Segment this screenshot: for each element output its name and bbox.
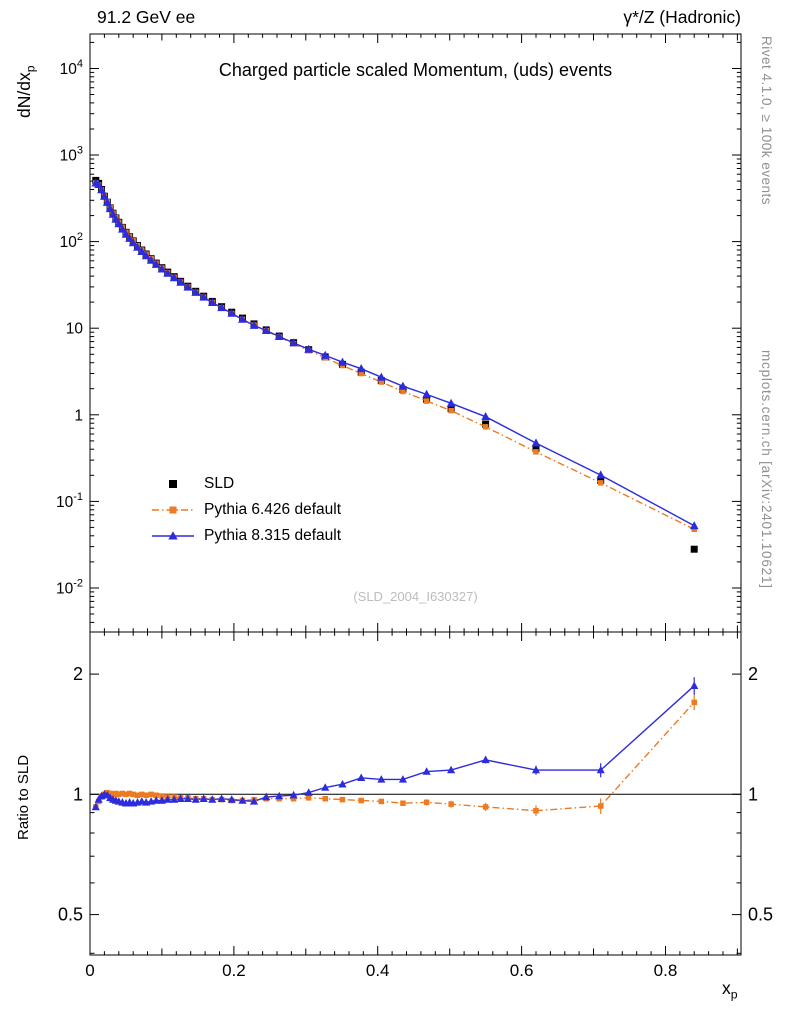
ratio-axis-label-text: Ratio to SLD — [15, 754, 32, 840]
beam-energy-label: 91.2 GeV ee — [97, 7, 196, 27]
svg-text:104: 104 — [60, 58, 83, 78]
y-axis-label: dN/dxp — [14, 65, 38, 118]
legend-label-pythia6: Pythia 6.426 default — [204, 501, 342, 518]
x-axis-label-sub: p — [730, 987, 738, 1002]
svg-text:10-2: 10-2 — [56, 578, 83, 598]
mcplots-arxiv-note: mcplots.cern.ch [arXiv:2401.10621] — [759, 350, 774, 589]
svg-text:0: 0 — [85, 961, 94, 980]
legend-item-pythia8: Pythia 8.315 default — [150, 523, 341, 549]
y-axis-label-base: dN/dx — [14, 72, 34, 118]
svg-text:1: 1 — [74, 407, 83, 424]
svg-text:10-1: 10-1 — [56, 491, 83, 511]
svg-text:1: 1 — [73, 784, 83, 804]
pythia8-triangle-marker-icon — [150, 527, 196, 545]
legend-label-pythia8: Pythia 8.315 default — [204, 527, 342, 544]
svg-text:102: 102 — [60, 231, 83, 251]
svg-text:0.5: 0.5 — [748, 905, 773, 925]
svg-text:1: 1 — [748, 784, 758, 804]
sld-square-marker-icon — [150, 475, 196, 493]
ratio-axis-label: Ratio to SLD — [15, 755, 32, 840]
rivet-version-note: Rivet 4.1.0, ≥ 100k events — [759, 36, 774, 205]
svg-text:0.4: 0.4 — [366, 961, 390, 980]
svg-text:10: 10 — [66, 321, 84, 338]
legend-item-pythia6: Pythia 6.426 default — [150, 497, 341, 523]
svg-text:0.2: 0.2 — [222, 961, 246, 980]
svg-text:103: 103 — [60, 145, 83, 165]
legend-label-sld: SLD — [204, 475, 235, 492]
x-axis-label-base: x — [722, 978, 731, 998]
svg-text:0.6: 0.6 — [510, 961, 534, 980]
analysis-id-watermark: (SLD_2004_I630327) — [353, 589, 478, 604]
x-axis-label: xp — [722, 978, 738, 1002]
y-axis-label-sub: p — [23, 65, 38, 73]
plot-title: Charged particle scaled Momentum, (uds) … — [218, 60, 613, 80]
svg-text:2: 2 — [748, 664, 758, 684]
process-label: γ*/Z (Hadronic) — [623, 7, 741, 27]
legend: SLD Pythia 6.426 default Pythia 8.315 de… — [150, 471, 341, 549]
svg-text:0.5: 0.5 — [58, 905, 83, 925]
legend-item-sld: SLD — [150, 471, 341, 497]
svg-text:0.8: 0.8 — [654, 961, 678, 980]
pythia6-dashdot-marker-icon — [150, 501, 196, 519]
svg-text:2: 2 — [73, 664, 83, 684]
